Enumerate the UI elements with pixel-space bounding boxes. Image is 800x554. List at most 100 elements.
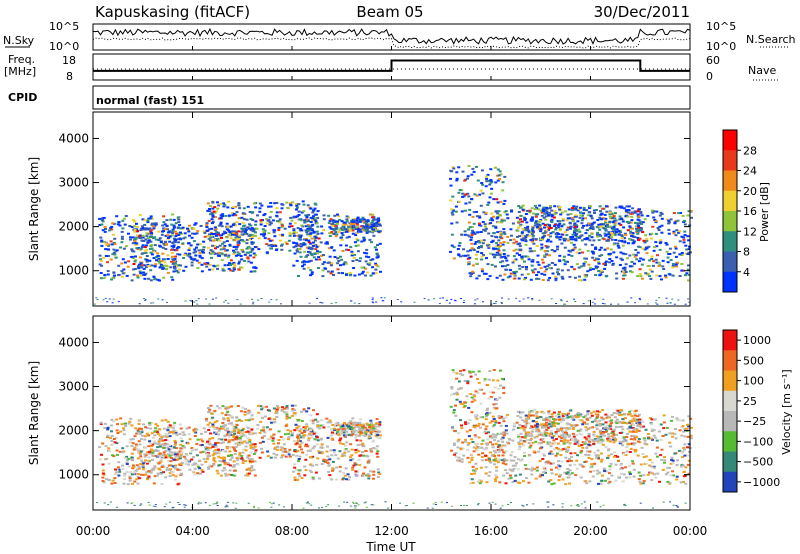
range-cell xyxy=(354,470,358,473)
range-cell xyxy=(490,212,494,215)
range-cell xyxy=(263,431,267,434)
range-cell xyxy=(533,268,537,271)
range-cell xyxy=(341,429,345,432)
range-cell xyxy=(146,228,150,231)
range-cell xyxy=(172,259,176,261)
range-cell xyxy=(271,439,275,442)
range-cell xyxy=(231,269,235,272)
range-cell xyxy=(315,222,319,225)
range-cell xyxy=(232,212,236,215)
range-cell xyxy=(658,214,662,217)
range-cell xyxy=(605,205,609,208)
range-cell xyxy=(650,255,654,258)
range-cell xyxy=(347,235,351,238)
range-cell xyxy=(286,429,290,432)
range-cell xyxy=(530,216,534,219)
range-cell xyxy=(145,432,149,435)
range-cell xyxy=(107,478,111,481)
range-cell xyxy=(110,278,113,281)
range-cell xyxy=(577,266,581,269)
range-cell xyxy=(202,458,206,461)
range-cell xyxy=(322,460,326,463)
range-cell xyxy=(275,448,279,451)
range-cell xyxy=(374,268,378,271)
range-cell xyxy=(308,432,312,435)
range-cell xyxy=(247,227,251,230)
range-cell xyxy=(113,482,117,484)
range-cell xyxy=(269,222,273,225)
range-cell xyxy=(198,472,202,475)
range-cell xyxy=(110,430,113,433)
range-cell xyxy=(226,256,230,259)
range-cell xyxy=(155,442,159,445)
range-cell xyxy=(183,433,187,436)
range-cell xyxy=(582,262,586,265)
range-cell xyxy=(491,215,495,218)
nave-label: Nave xyxy=(748,64,776,77)
range-cell xyxy=(245,425,249,428)
range-cell xyxy=(621,267,625,270)
range-cell xyxy=(582,264,586,267)
range-cell xyxy=(620,473,623,476)
range-cell xyxy=(631,207,635,210)
range-cell xyxy=(131,236,135,239)
range-cell xyxy=(499,369,502,372)
range-cell xyxy=(607,253,611,255)
range-cell xyxy=(503,273,507,276)
range-cell xyxy=(660,231,664,234)
range-cell xyxy=(157,441,161,444)
range-cell xyxy=(478,224,481,227)
range-cell xyxy=(371,258,375,261)
range-cell xyxy=(337,260,341,262)
range-cell xyxy=(549,235,552,238)
range-cell xyxy=(531,237,535,240)
range-cell xyxy=(548,277,552,279)
range-cell xyxy=(468,213,472,216)
range-cell xyxy=(103,225,107,228)
range-cell xyxy=(582,206,586,209)
range-cell xyxy=(476,480,480,483)
range-cell xyxy=(244,449,248,452)
range-cell xyxy=(235,436,239,439)
range-cell xyxy=(173,421,177,424)
range-cell xyxy=(168,240,172,243)
range-cell xyxy=(339,255,342,258)
range-cell xyxy=(547,214,550,217)
range-cell xyxy=(491,219,495,222)
range-cell xyxy=(470,453,474,456)
range-cell xyxy=(298,440,302,443)
range-cell xyxy=(502,228,506,231)
range-cell xyxy=(220,425,224,428)
range-cell xyxy=(222,417,225,420)
range-cell xyxy=(475,442,479,445)
range-cell xyxy=(560,269,564,272)
range-cell xyxy=(156,424,160,427)
range-cell xyxy=(602,298,605,300)
range-cell xyxy=(573,215,577,218)
range-cell xyxy=(493,478,497,481)
range-cell xyxy=(209,205,213,208)
range-cell xyxy=(293,413,297,416)
range-cell xyxy=(455,177,459,180)
range-cell xyxy=(687,279,690,282)
range-cell xyxy=(463,179,467,182)
range-cell xyxy=(288,202,292,205)
range-cell xyxy=(501,454,505,457)
range-cell xyxy=(609,248,613,251)
range-cell xyxy=(595,267,598,270)
range-cell xyxy=(108,298,111,300)
range-cell xyxy=(468,461,472,464)
range-cell xyxy=(320,463,324,465)
range-cell xyxy=(606,239,610,242)
range-cell xyxy=(556,245,560,248)
range-cell xyxy=(293,466,297,469)
range-cell xyxy=(197,249,201,252)
range-cell xyxy=(459,387,463,390)
range-cell xyxy=(349,300,352,302)
range-cell xyxy=(571,236,575,238)
range-cell xyxy=(246,256,250,259)
range-cell xyxy=(232,464,236,467)
range-cell xyxy=(462,406,466,409)
range-cell xyxy=(238,236,242,239)
range-cell xyxy=(550,249,554,251)
